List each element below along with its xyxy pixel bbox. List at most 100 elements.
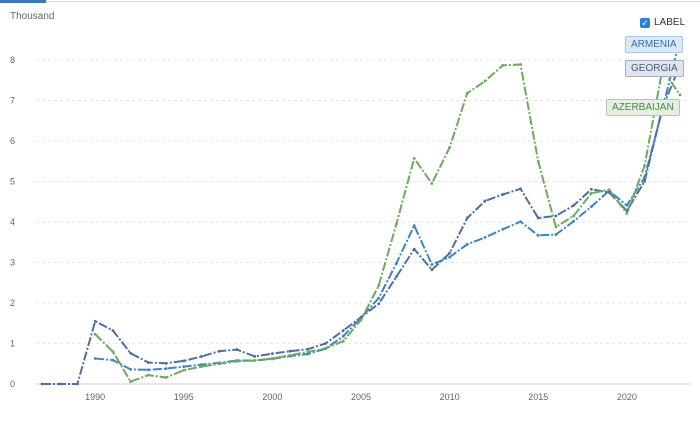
top-accent-bar bbox=[0, 0, 46, 3]
point-armenia-2002 bbox=[306, 352, 310, 356]
label-toggle[interactable]: ✓ LABEL bbox=[640, 17, 685, 28]
x-tick-label-2015: 2015 bbox=[528, 392, 548, 402]
point-azerbaijan-2000 bbox=[270, 357, 274, 360]
point-georgia-2015 bbox=[536, 216, 540, 220]
point-armenia-2009 bbox=[430, 263, 434, 266]
point-azerbaijan-1993 bbox=[146, 373, 150, 377]
y-axis-unit-label: Thousand bbox=[10, 11, 55, 22]
y-tick-label-0: 0 bbox=[10, 379, 15, 389]
point-azerbaijan-1998 bbox=[235, 359, 239, 363]
point-armenia-2021 bbox=[643, 176, 646, 179]
point-azerbaijan-2013 bbox=[501, 63, 505, 67]
point-armenia-1996 bbox=[200, 363, 203, 366]
series-tag-armenia[interactable]: ARMENIA bbox=[625, 36, 683, 53]
point-azerbaijan-1994 bbox=[164, 376, 168, 379]
point-armenia-2017 bbox=[572, 219, 576, 223]
point-azerbaijan-2018 bbox=[589, 191, 593, 195]
point-georgia-1996 bbox=[200, 355, 203, 358]
point-georgia-1999 bbox=[253, 355, 257, 358]
point-georgia-2005 bbox=[359, 315, 363, 319]
series-line-georgia bbox=[42, 64, 681, 385]
point-azerbaijan-1995 bbox=[182, 368, 186, 372]
point-georgia-1990 bbox=[93, 319, 97, 323]
point-armenia-1993 bbox=[146, 368, 150, 372]
point-azerbaijan-1997 bbox=[217, 362, 221, 366]
point-azerbaijan-2007 bbox=[395, 222, 398, 226]
series-tag-georgia[interactable]: GEORGIA bbox=[625, 60, 684, 77]
point-armenia-1991 bbox=[111, 358, 115, 362]
x-tick-label-2000: 2000 bbox=[262, 392, 282, 402]
point-armenia-2020 bbox=[625, 203, 629, 207]
point-georgia-2016 bbox=[554, 214, 558, 218]
point-armenia-2007 bbox=[395, 261, 398, 265]
y-tick-label-6: 6 bbox=[10, 136, 15, 146]
series-tag-azerbaijan[interactable]: AZERBAIJAN bbox=[606, 99, 680, 116]
y-tick-label-2: 2 bbox=[10, 298, 15, 308]
point-georgia-1998 bbox=[235, 348, 239, 351]
point-armenia-1992 bbox=[129, 368, 133, 371]
point-azerbaijan-2020 bbox=[625, 212, 629, 215]
point-georgia-2019 bbox=[607, 191, 611, 194]
point-georgia-2021 bbox=[643, 180, 646, 183]
label-toggle-text: LABEL bbox=[654, 17, 686, 28]
x-tick-label-2005: 2005 bbox=[351, 392, 371, 402]
y-tick-label-4: 4 bbox=[10, 217, 15, 227]
point-armenia-2010 bbox=[448, 255, 452, 259]
point-georgia-1991 bbox=[111, 329, 115, 332]
point-azerbaijan-2005 bbox=[359, 318, 363, 322]
point-georgia-2007 bbox=[395, 275, 398, 279]
point-georgia-2000 bbox=[270, 352, 274, 356]
top-divider bbox=[46, 1, 700, 2]
y-tick-label-5: 5 bbox=[10, 177, 15, 187]
point-georgia-2014 bbox=[519, 187, 522, 191]
point-georgia-1993 bbox=[146, 361, 150, 364]
y-tick-label-8: 8 bbox=[10, 55, 15, 65]
point-azerbaijan-2008 bbox=[412, 157, 416, 160]
point-armenia-2014 bbox=[519, 220, 522, 223]
point-georgia-1989 bbox=[76, 382, 79, 386]
point-georgia-2006 bbox=[377, 302, 381, 306]
point-azerbaijan-2019 bbox=[607, 188, 611, 192]
point-georgia-2002 bbox=[306, 347, 310, 351]
point-armenia-1994 bbox=[164, 367, 168, 371]
point-azerbaijan-2016 bbox=[554, 225, 558, 229]
x-tick-label-2020: 2020 bbox=[617, 392, 637, 402]
point-armenia-2008 bbox=[412, 224, 416, 228]
point-georgia-2017 bbox=[572, 203, 576, 207]
point-azerbaijan-2012 bbox=[483, 79, 487, 83]
point-armenia-1995 bbox=[182, 365, 186, 368]
point-georgia-2012 bbox=[483, 199, 487, 203]
point-georgia-2020 bbox=[625, 209, 629, 213]
point-azerbaijan-1992 bbox=[129, 380, 133, 383]
x-tick-label-1995: 1995 bbox=[174, 392, 194, 402]
point-armenia-2015 bbox=[536, 233, 540, 237]
point-azerbaijan-2021 bbox=[643, 164, 646, 168]
point-georgia-1997 bbox=[217, 349, 221, 353]
series-line-armenia bbox=[95, 38, 681, 371]
point-azerbaijan-2001 bbox=[288, 353, 292, 357]
point-armenia-2012 bbox=[483, 235, 487, 239]
top-rule bbox=[0, 0, 700, 5]
point-georgia-2001 bbox=[288, 349, 292, 353]
point-azerbaijan-1990 bbox=[93, 332, 97, 336]
point-georgia-1994 bbox=[164, 361, 168, 365]
point-azerbaijan-2002 bbox=[306, 350, 310, 354]
point-georgia-2003 bbox=[324, 342, 327, 345]
x-tick-label-2010: 2010 bbox=[440, 392, 460, 402]
point-georgia-1987 bbox=[40, 382, 44, 386]
y-tick-label-1: 1 bbox=[10, 339, 15, 349]
point-georgia-2004 bbox=[341, 329, 345, 332]
point-azerbaijan-1999 bbox=[253, 359, 257, 362]
point-azerbaijan-2004 bbox=[341, 339, 345, 343]
checkbox-checked-icon[interactable]: ✓ bbox=[640, 17, 650, 28]
point-azerbaijan-2009 bbox=[430, 182, 434, 185]
point-georgia-1992 bbox=[129, 351, 133, 355]
point-armenia-2011 bbox=[465, 242, 469, 246]
point-armenia-1990 bbox=[93, 357, 97, 360]
point-georgia-2013 bbox=[501, 193, 505, 196]
point-azerbaijan-2006 bbox=[377, 284, 381, 287]
point-armenia-2004 bbox=[341, 334, 345, 338]
point-azerbaijan-1996 bbox=[200, 365, 203, 368]
